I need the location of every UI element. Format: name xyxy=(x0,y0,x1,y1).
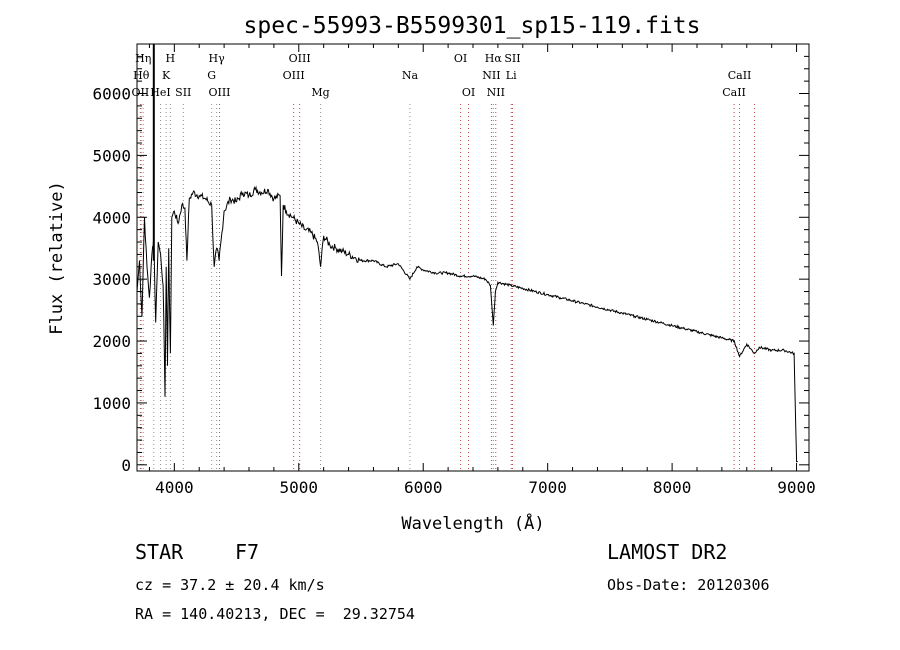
y-tick-label: 6000 xyxy=(92,85,131,104)
line-marker-label: H xyxy=(166,52,176,65)
line-marker-label: NII xyxy=(487,86,505,99)
line-marker-label: G xyxy=(207,69,216,82)
x-tick-label: 6000 xyxy=(404,478,443,497)
line-marker-label: OIII xyxy=(283,69,305,82)
line-marker-label: CaII xyxy=(728,69,752,82)
y-tick-label: 2000 xyxy=(92,332,131,351)
coordinates-readout: RA = 140.40213, DEC = 29.32754 xyxy=(135,605,415,623)
y-tick-label: 5000 xyxy=(92,146,131,165)
x-tick-label: 7000 xyxy=(528,478,567,497)
obs-date: Obs-Date: 20120306 xyxy=(607,576,770,594)
x-axis-label: Wavelength (Å) xyxy=(401,512,544,534)
y-axis-ticks: 0 1000 2000 3000 4000 5000 6000 xyxy=(92,55,809,475)
line-marker-label: OIII xyxy=(289,52,311,65)
line-marker-label: Hα xyxy=(485,52,503,65)
line-marker-label: Hθ xyxy=(133,69,150,82)
line-marker-label: Hγ xyxy=(209,52,226,65)
chart-title: spec-55993-B5599301_sp15-119.fits xyxy=(244,13,701,39)
spectral-line-markers: Hθ OII Hη HeI KH SII G Hγ OIII OIII OIII Mg Na OI OI NI… xyxy=(132,44,755,471)
x-axis-ticks: 4000 5000 6000 7000 8000 9000 xyxy=(148,44,816,497)
line-marker-label: OI xyxy=(462,86,475,99)
line-marker-label: HeI xyxy=(150,86,170,99)
y-tick-label: 1000 xyxy=(92,394,131,413)
line-marker-label: OI xyxy=(454,52,467,65)
survey-name: LAMOST DR2 xyxy=(607,540,728,564)
object-type: STAR xyxy=(135,540,184,564)
line-marker-label: K xyxy=(162,69,171,82)
x-tick-label: 4000 xyxy=(155,478,194,497)
spectral-subclass: F7 xyxy=(235,540,260,564)
line-marker-label: Hη xyxy=(135,52,151,65)
y-axis-label: Flux (relative) xyxy=(47,181,67,335)
y-tick-label: 0 xyxy=(121,456,131,475)
plot-frame xyxy=(136,43,810,472)
line-marker-label: NII xyxy=(482,69,500,82)
line-marker-label: SII xyxy=(504,52,520,65)
y-tick-label: 4000 xyxy=(92,208,131,227)
x-tick-label: 5000 xyxy=(280,478,319,497)
line-marker-label: OIII xyxy=(208,86,230,99)
spectrum-chart: spec-55993-B5599301_sp15-119.fits HθOIIH… xyxy=(47,13,816,534)
spectrum-line xyxy=(136,185,798,463)
line-marker-label: Mg xyxy=(311,86,329,99)
line-marker-label: CaII xyxy=(722,86,746,99)
x-tick-label: 8000 xyxy=(653,478,692,497)
line-marker-label: SII xyxy=(175,86,191,99)
y-tick-label: 3000 xyxy=(92,270,131,289)
line-marker-label: OII xyxy=(132,86,150,99)
redshift-readout: cz = 37.2 ± 20.4 km/s xyxy=(135,576,325,594)
line-marker-label: Li xyxy=(506,69,517,82)
x-tick-label: 9000 xyxy=(777,478,816,497)
line-marker-label: Na xyxy=(402,69,419,82)
